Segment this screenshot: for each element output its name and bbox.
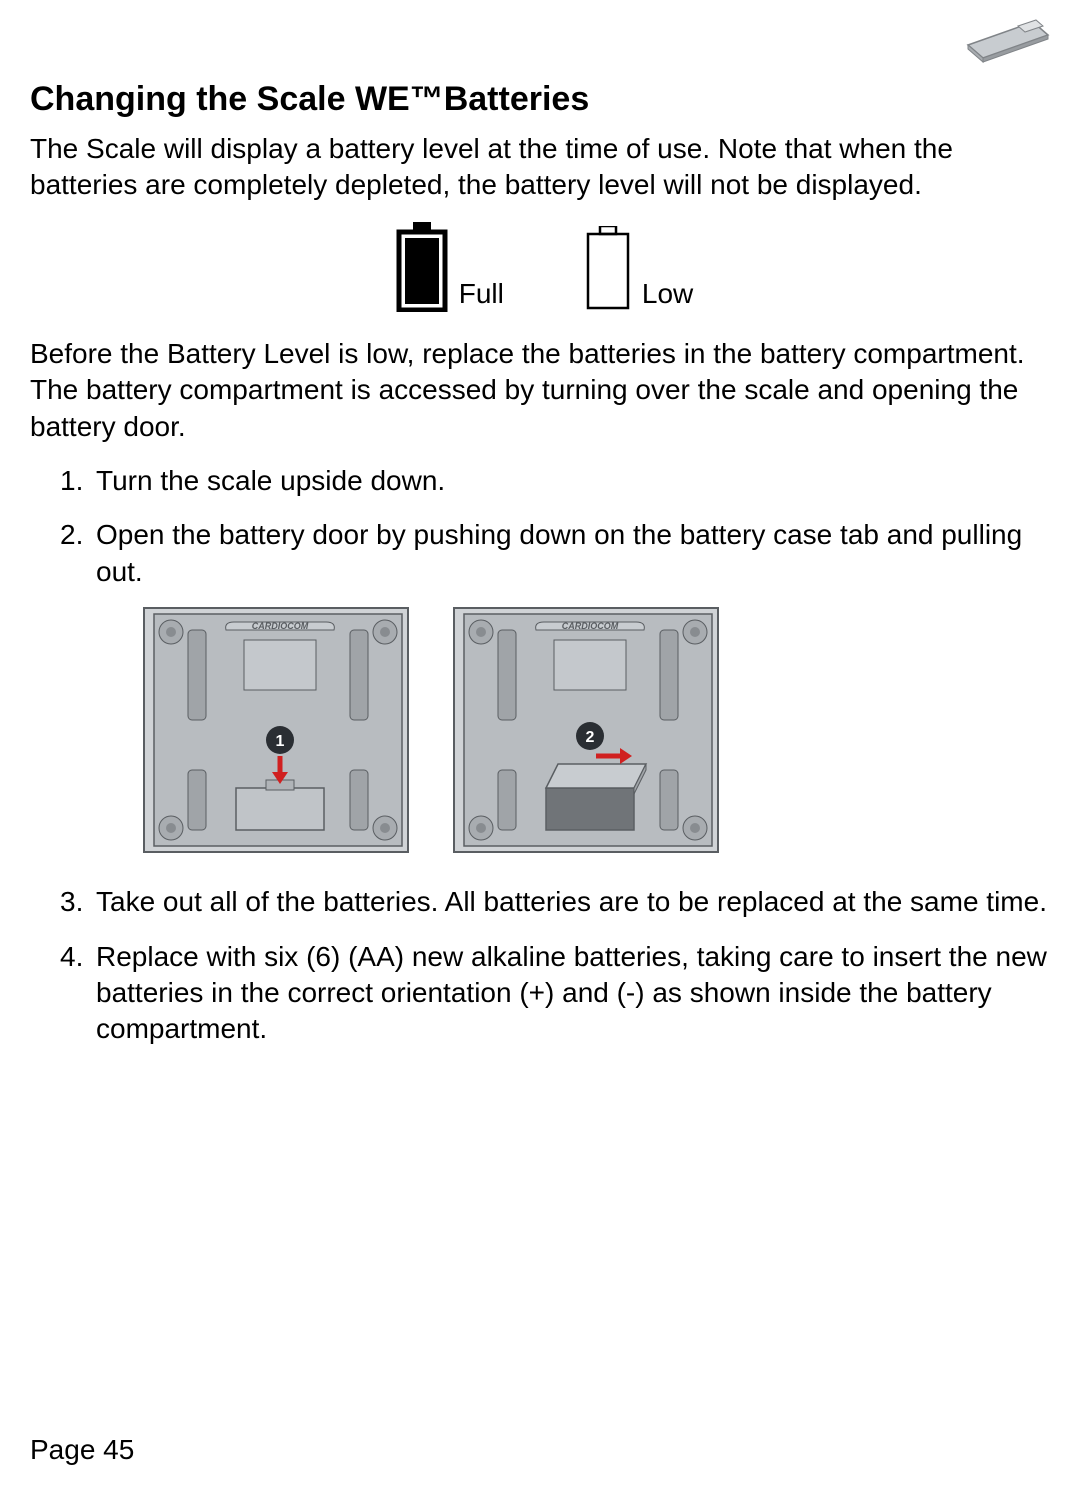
battery-full-label: Full (459, 278, 504, 310)
page-number: Page 45 (30, 1434, 134, 1466)
steps-list: Turn the scale upside down. Open the bat… (60, 463, 1058, 1048)
svg-text:CARDIOCOM: CARDIOCOM (252, 621, 309, 631)
battery-low-icon (584, 226, 632, 312)
svg-text:2: 2 (586, 729, 595, 746)
svg-text:1: 1 (276, 733, 285, 750)
step-2-text: Open the battery door by pushing down on… (96, 519, 1022, 586)
scale-icon (948, 10, 1058, 70)
step-2: Open the battery door by pushing down on… (60, 517, 1058, 860)
battery-low-label: Low (642, 278, 693, 310)
step-4: Replace with six (6) (AA) new alkaline b… (60, 939, 1058, 1048)
battery-full: Full (395, 222, 504, 312)
battery-low: Low (584, 226, 693, 312)
intro-paragraph: The Scale will display a battery level a… (30, 131, 1058, 204)
diagram-pull-door: CARDIOCOM 2 (446, 600, 726, 860)
battery-level-icons: Full Low (30, 222, 1058, 312)
battery-full-icon (395, 222, 449, 312)
svg-text:CARDIOCOM: CARDIOCOM (562, 621, 619, 631)
step-3: Take out all of the batteries. All batte… (60, 884, 1058, 920)
step-1: Turn the scale upside down. (60, 463, 1058, 499)
instruction-paragraph: Before the Battery Level is low, replace… (30, 336, 1058, 445)
battery-door-diagrams: CARDIOCOM 1 (136, 600, 1058, 860)
diagram-push-tab: CARDIOCOM 1 (136, 600, 416, 860)
page-title: Changing the Scale WE™Batteries (30, 80, 1058, 119)
